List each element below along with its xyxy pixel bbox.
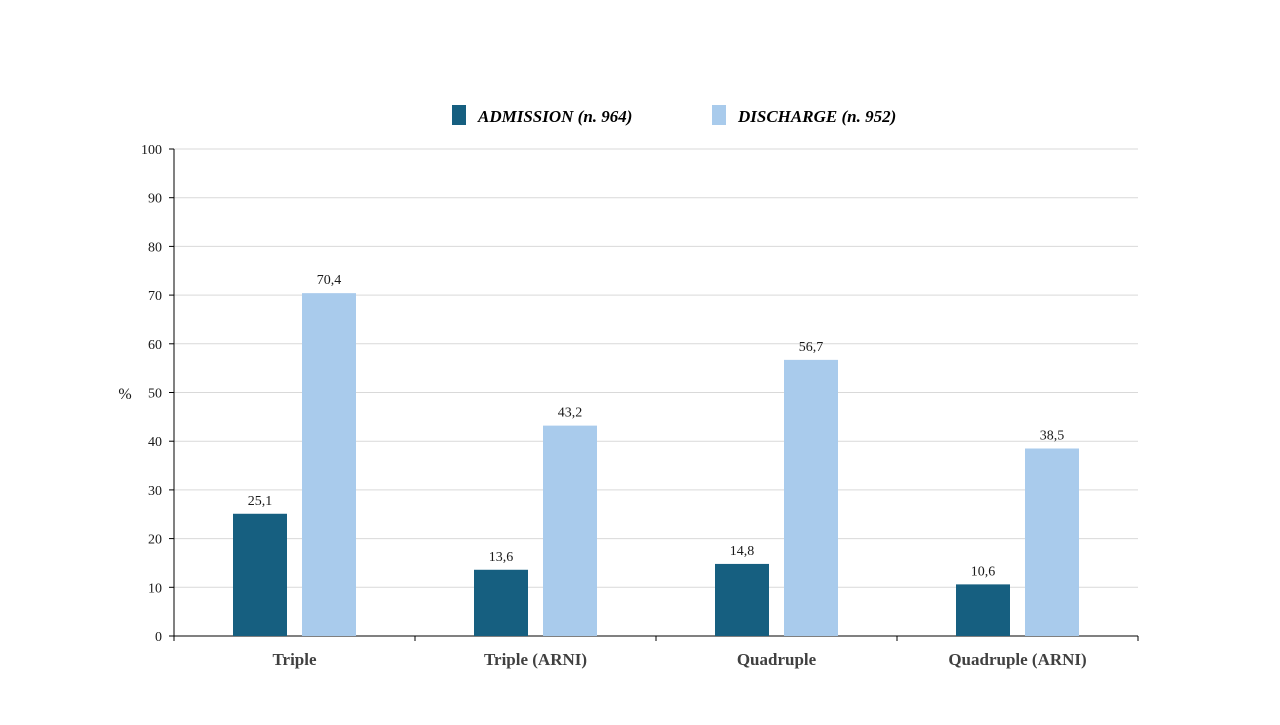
data-label: 43,2 <box>558 406 583 421</box>
y-tick-label: 30 <box>148 484 162 499</box>
y-axis-label: % <box>118 386 131 403</box>
y-tick-label: 70 <box>148 289 162 304</box>
data-label: 14,8 <box>730 544 755 559</box>
y-tick-label: 40 <box>148 435 162 450</box>
data-label: 25,1 <box>248 494 273 509</box>
bars <box>233 293 1079 636</box>
y-tick-label: 60 <box>148 338 162 353</box>
bar-discharge <box>543 425 597 636</box>
data-label: 38,5 <box>1040 429 1065 444</box>
data-label: 10,6 <box>971 564 996 579</box>
bar-discharge <box>1025 448 1079 636</box>
axes: 0 10 20 30 40 50 60 70 80 90 100 Triple Triple (ARNI… <box>141 143 1139 669</box>
data-label: 70,4 <box>317 273 342 288</box>
bar-admission <box>474 569 528 636</box>
y-tick-label: 100 <box>141 143 162 158</box>
x-tick-label: Triple (ARNI) <box>484 650 587 669</box>
bar-discharge <box>302 293 356 636</box>
legend: ADMISSION (n. 964) DISCHARGE (n. 952) <box>452 105 896 126</box>
x-tick-label: Quadruple <box>737 650 817 669</box>
data-labels: 25,1 70,4 13,6 43,2 14,8 56,7 10,6 38,5 <box>248 273 1065 579</box>
y-tick-label: 0 <box>155 630 162 645</box>
y-tick-label: 10 <box>148 581 162 596</box>
data-label: 13,6 <box>489 550 514 565</box>
y-tick-label: 20 <box>148 533 162 548</box>
y-tick-label: 80 <box>148 240 162 255</box>
data-label: 56,7 <box>799 340 824 355</box>
legend-swatch <box>452 105 466 125</box>
legend-swatch <box>712 105 726 125</box>
x-tick-label: Quadruple (ARNI) <box>948 650 1086 669</box>
bar-admission <box>233 513 287 636</box>
legend-entry: ADMISSION (n. 964) <box>477 107 632 126</box>
legend-entry: DISCHARGE (n. 952) <box>737 107 896 126</box>
bar-admission <box>956 584 1010 636</box>
bar-admission <box>715 563 769 636</box>
y-tick-label: 90 <box>148 192 162 207</box>
y-tick-label: 50 <box>148 387 162 402</box>
bar-discharge <box>784 359 838 636</box>
x-tick-label: Triple <box>272 650 317 669</box>
